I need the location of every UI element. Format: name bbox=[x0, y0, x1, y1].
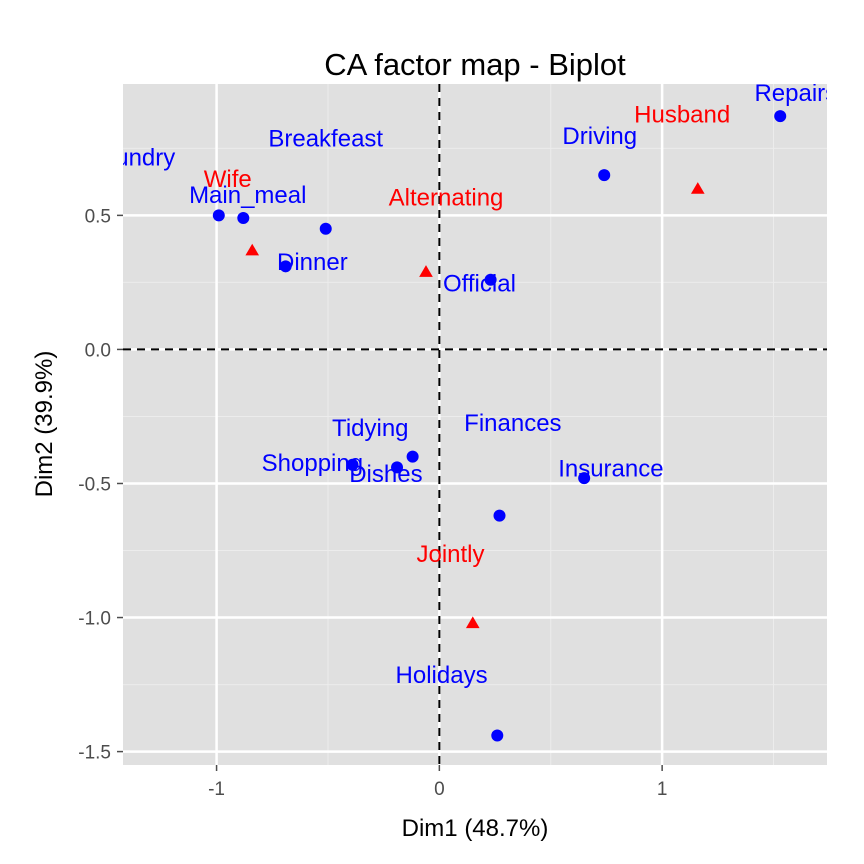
point-label: Main_meal bbox=[189, 182, 306, 209]
data-point-circle bbox=[484, 273, 497, 286]
data-point-circle bbox=[406, 450, 419, 463]
y-tick-label: 0.0 bbox=[85, 340, 111, 361]
point-labels: Laundry Main_meal Dinner Breakfeast Tidying D… bbox=[89, 80, 837, 689]
data-point-triangle bbox=[419, 265, 433, 277]
point-label: Finances bbox=[464, 410, 561, 437]
data-point-circle bbox=[319, 222, 332, 235]
y-axis-ticks: -1.5 -1.0 -0.5 0.0 0.5 bbox=[78, 206, 123, 764]
point-label: Dinner bbox=[277, 249, 348, 276]
data-point-circle bbox=[491, 729, 504, 742]
data-point-circle bbox=[391, 461, 404, 474]
point-label: Repairs bbox=[754, 80, 837, 107]
x-axis-ticks: -1 0 1 bbox=[208, 765, 667, 800]
data-point-circle bbox=[493, 509, 506, 522]
point-label: Dishes bbox=[349, 461, 422, 488]
data-point-circle bbox=[598, 169, 611, 182]
point-label: Holidays bbox=[396, 662, 488, 689]
minor-gridlines bbox=[123, 84, 827, 765]
data-point-circle bbox=[346, 458, 359, 471]
point-label: Tidying bbox=[332, 415, 408, 442]
point-label: Breakfeast bbox=[268, 126, 383, 153]
y-axis-title: Dim2 (39.9%) bbox=[31, 351, 58, 498]
point-label: Shopping bbox=[262, 450, 363, 477]
point-label: Husband bbox=[634, 101, 730, 128]
y-tick-label: 0.5 bbox=[85, 206, 111, 227]
plot-panel bbox=[123, 84, 827, 765]
y-tick-label: -0.5 bbox=[78, 474, 111, 495]
y-tick-label: -1.5 bbox=[78, 743, 111, 764]
data-point-circle bbox=[279, 260, 292, 273]
data-point-circle bbox=[774, 110, 787, 123]
data-points bbox=[212, 110, 787, 742]
point-label: Driving bbox=[562, 123, 637, 150]
point-label: Official bbox=[443, 270, 516, 297]
reference-lines bbox=[123, 84, 827, 765]
point-label: Wife bbox=[204, 166, 252, 193]
data-point-triangle bbox=[690, 182, 705, 194]
x-tick-label: 0 bbox=[434, 779, 445, 800]
point-label: Alternating bbox=[389, 185, 504, 212]
x-tick-label: 1 bbox=[657, 779, 668, 800]
data-point-triangle bbox=[465, 616, 480, 629]
point-label: Laundry bbox=[89, 144, 176, 171]
x-axis-title: Dim1 (48.7%) bbox=[402, 815, 549, 842]
x-tick-label: -1 bbox=[208, 779, 225, 800]
chart-title: CA factor map - Biplot bbox=[324, 47, 626, 82]
point-label: Insurance bbox=[558, 455, 663, 482]
point-label: Jointly bbox=[416, 541, 484, 568]
data-point-circle bbox=[237, 212, 250, 225]
y-tick-label: -1.0 bbox=[78, 609, 111, 630]
data-point-circle bbox=[578, 472, 591, 485]
data-point-circle bbox=[212, 209, 225, 222]
data-point-triangle bbox=[245, 243, 260, 256]
